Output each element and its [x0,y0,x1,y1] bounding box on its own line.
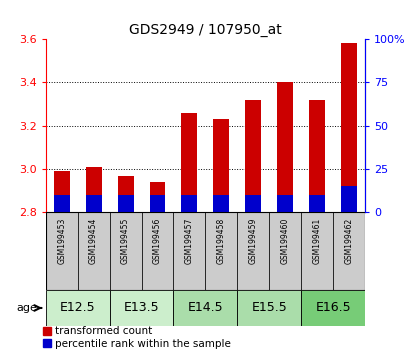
Bar [341,186,357,212]
Bar [85,195,102,212]
Bar [173,290,237,326]
Bar [117,176,134,212]
Bar [213,195,229,212]
Bar [245,100,261,212]
Text: E12.5: E12.5 [60,302,95,314]
Text: GSM199461: GSM199461 [313,218,322,264]
Text: E16.5: E16.5 [315,302,351,314]
Text: E15.5: E15.5 [251,302,287,314]
Bar [54,171,70,212]
Bar [301,290,365,326]
Bar [309,195,325,212]
Bar [46,290,110,326]
Bar [213,119,229,212]
Text: GSM199459: GSM199459 [249,218,258,264]
Bar [142,212,173,290]
Text: GSM199456: GSM199456 [153,218,162,264]
Bar [341,43,357,212]
Bar [205,212,237,290]
Text: GSM199455: GSM199455 [121,218,130,264]
Bar [245,195,261,212]
Bar [277,82,293,212]
Bar [181,195,198,212]
Text: GSM199458: GSM199458 [217,218,226,264]
Text: age: age [17,303,38,313]
Bar [237,290,301,326]
Bar [54,195,70,212]
Bar [277,195,293,212]
Text: GSM199460: GSM199460 [281,218,290,264]
Text: E14.5: E14.5 [188,302,223,314]
Text: GSM199454: GSM199454 [89,218,98,264]
Text: E13.5: E13.5 [124,302,159,314]
Text: GSM199453: GSM199453 [57,218,66,264]
Text: GSM199462: GSM199462 [345,218,354,264]
Text: GSM199457: GSM199457 [185,218,194,264]
Bar [333,212,365,290]
Bar [110,212,142,290]
Bar [85,167,102,212]
Bar [269,212,301,290]
Bar [309,100,325,212]
Title: GDS2949 / 107950_at: GDS2949 / 107950_at [129,23,282,36]
Bar [149,195,166,212]
Bar [173,212,205,290]
Bar [46,212,78,290]
Bar [78,212,110,290]
Bar [117,195,134,212]
Bar [301,212,333,290]
Bar [237,212,269,290]
Bar [149,182,166,212]
Legend: transformed count, percentile rank within the sample: transformed count, percentile rank withi… [43,326,231,349]
Bar [181,113,198,212]
Bar [110,290,173,326]
